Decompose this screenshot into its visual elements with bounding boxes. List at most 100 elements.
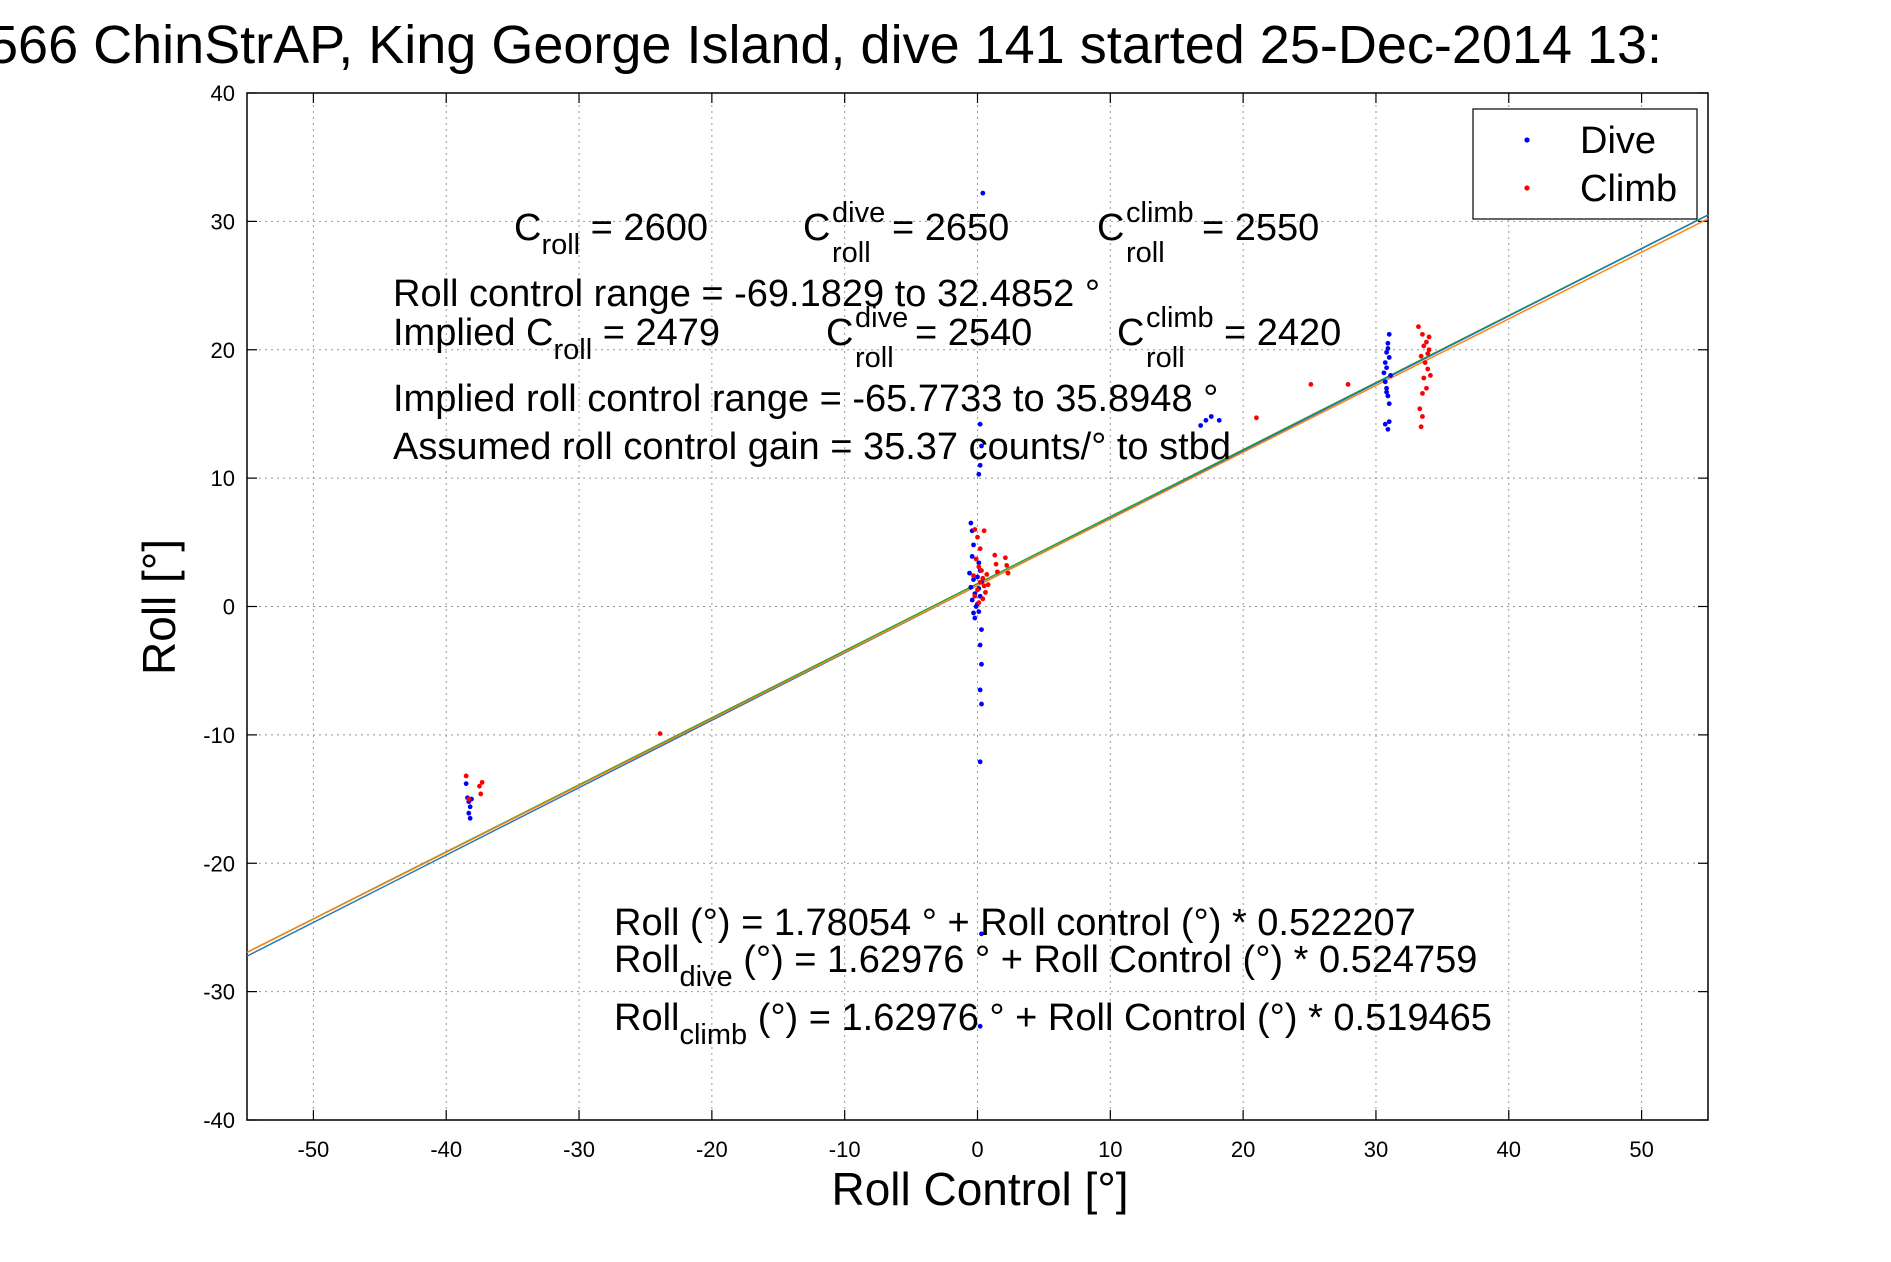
legend-box [1472,108,1698,220]
data-point [478,791,484,797]
data-point [979,931,984,937]
data-point [1308,382,1314,387]
data-point [467,804,473,810]
data-point [1386,355,1392,360]
legend-climb-label: Climb [1580,168,1677,210]
legend-dive-marker [1524,137,1530,143]
equation-roll-dive: Rolldive (°) = 1.62976 ° + Roll Control … [614,939,1477,993]
x-tick-label: -50 [298,1137,330,1162]
equation-text: (°) = 1.62976 ° + Roll Control (°) * 0.5… [733,939,1478,981]
svg-text:Rolldive (°) = 1.62976 ° + Rol: Rolldive (°) = 1.62976 ° + Roll Control … [614,939,1477,993]
x-tick-label: -20 [696,1137,728,1162]
data-point [1416,324,1421,330]
data-point [977,687,983,693]
annotation-text: C [1117,312,1144,354]
data-point [969,554,975,559]
data-point [1420,390,1425,396]
annotation-text: = 2550 [1202,207,1319,249]
data-point [977,546,983,552]
data-point [979,568,984,573]
data-point [971,573,976,579]
data-point [1428,373,1433,378]
x-tick-label: -30 [563,1137,595,1162]
data-point [1424,385,1429,391]
annotation-text: = 2600 [580,207,708,249]
data-point [1203,417,1209,423]
y-tick-label: -40 [203,1108,235,1133]
data-point [981,583,987,589]
data-point [1198,423,1204,428]
y-tick-label: 20 [211,338,235,363]
x-tick-label: 0 [971,1137,983,1162]
annotation-text: = 2420 [1224,312,1341,354]
annotation-croll-dive: C dive roll = 2650 [803,197,1009,269]
annotation-gain: Assumed roll control gain = 35.37 counts… [393,426,1231,468]
y-tick-label: 10 [211,466,235,491]
data-point [977,642,983,648]
data-point [969,597,975,603]
x-tick-label: -40 [430,1137,462,1162]
data-point [967,570,972,576]
data-point [1386,331,1392,337]
x-tick-label: 10 [1098,1137,1122,1162]
y-axis-label: Roll [°] [133,539,185,675]
data-point [977,1023,983,1029]
annotation-implied-croll-dive: C dive roll = 2540 [826,302,1032,374]
svg-text:Rollclimb (°) = 1.62976 ° + Ro: Rollclimb (°) = 1.62976 ° + Roll Control… [614,997,1492,1051]
fit-lines [246,214,1709,957]
legend-dive-label: Dive [1580,120,1656,162]
x-tick-label: 20 [1231,1137,1255,1162]
data-point [466,810,472,816]
annotation-text: C [1097,207,1124,249]
x-tick-label: 50 [1629,1137,1653,1162]
data-point [976,471,982,477]
data-point [980,575,986,581]
annotation-implied-croll-climb: C climb roll = 2420 [1117,302,1341,374]
data-point [1418,424,1424,430]
data-point [992,552,998,558]
annotation-text: C [514,207,541,249]
data-point [971,610,976,616]
data-point [1385,393,1391,399]
data-point [977,421,983,427]
data-point [981,528,987,534]
annotation-sup: climb [1126,197,1194,229]
annotation-text: = 2650 [892,207,1009,249]
data-point [463,781,469,787]
data-point [977,759,983,765]
data-point [984,572,990,577]
svg-text:Croll = 2600: Croll = 2600 [514,207,708,261]
data-point [1384,385,1389,391]
data-point [975,574,980,580]
data-point [1426,334,1432,340]
data-point [1417,406,1423,412]
data-points [463,190,1433,1029]
data-point [979,661,984,667]
data-point [979,701,984,707]
data-point [1386,401,1392,407]
data-point [968,584,974,590]
data-point [1384,365,1389,371]
data-point [1382,360,1388,365]
data-point [979,443,984,449]
equation-text: (°) = 1.62976 ° + Roll Control (°) * 0.5… [747,997,1492,1039]
data-point [1216,417,1222,423]
data-point [977,462,983,468]
fit-line [246,218,1709,953]
data-point [466,796,472,802]
data-point [657,731,663,736]
annotation-text: C [803,207,830,249]
data-point [975,534,980,540]
data-point [985,582,991,588]
equation-sub: dive [679,961,732,993]
annotation-croll: Croll = 2600 [514,207,708,261]
data-point [1421,375,1427,381]
data-point [995,569,1000,575]
data-point [976,609,982,615]
data-point [1418,353,1424,359]
data-point [1424,339,1429,345]
equation-text: Roll [614,997,679,1039]
annotation-sub: roll [832,237,871,269]
data-point [1002,555,1008,561]
